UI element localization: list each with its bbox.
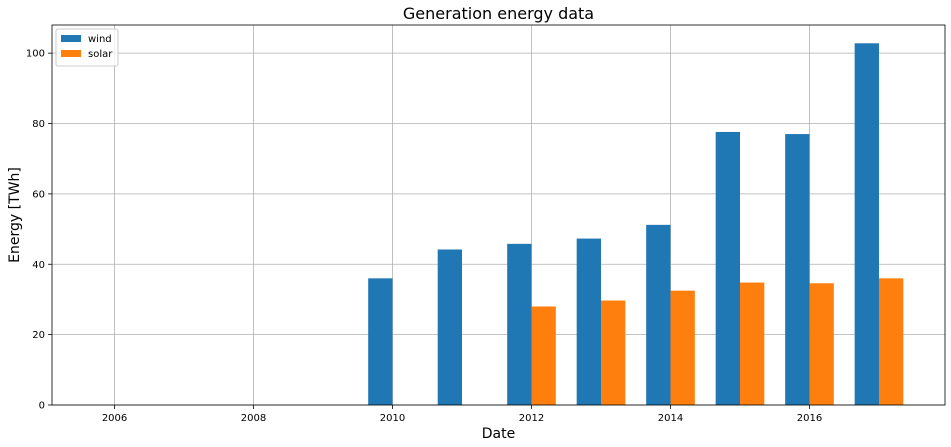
bar-solar-2012 xyxy=(531,306,556,405)
bar-wind-2013 xyxy=(576,238,602,405)
y-tick-label: 40 xyxy=(32,260,45,271)
bar-wind-2011 xyxy=(437,249,463,405)
x-tick-label: 2012 xyxy=(519,413,544,424)
bar-wind-2012 xyxy=(507,243,532,405)
y-tick-label: 0 xyxy=(39,401,45,412)
legend-label-solar: solar xyxy=(88,49,113,60)
legend: wind solar xyxy=(55,28,119,67)
x-tick-label: 2008 xyxy=(241,413,266,424)
y-tick-label: 60 xyxy=(32,189,45,200)
bar-solar-2014 xyxy=(670,290,695,405)
legend-swatch-wind xyxy=(61,35,81,42)
bar-solar-2015 xyxy=(739,282,765,405)
y-tick-label: 80 xyxy=(32,119,45,130)
bar-wind-2017 xyxy=(854,43,879,405)
x-tick-label: 2006 xyxy=(102,413,127,424)
x-tick-label: 2014 xyxy=(658,413,683,424)
x-tick-label: 2010 xyxy=(380,413,405,424)
legend-label-wind: wind xyxy=(88,34,112,45)
x-axis-title: Date xyxy=(482,426,515,442)
plot-frame xyxy=(51,24,946,406)
legend-swatch-solar xyxy=(61,50,81,57)
bar-wind-2015 xyxy=(715,131,740,406)
y-tick-label: 100 xyxy=(26,49,45,60)
ticks: 2006 2008 2010 2012 2014 2016 0 20 40 60 80 100 xyxy=(26,49,822,424)
bar-wind-2010 xyxy=(368,278,393,405)
x-tick-label: 2016 xyxy=(797,413,822,424)
bar-solar-2017 xyxy=(878,278,904,405)
bar-solar-2013 xyxy=(601,300,626,405)
bar-wind-2014 xyxy=(646,224,671,405)
bar-solar-2016 xyxy=(809,283,834,405)
y-axis-title: Energy [TWh] xyxy=(7,167,23,263)
bars xyxy=(368,43,904,406)
chart-title: Generation energy data xyxy=(403,4,594,23)
bar-wind-2016 xyxy=(785,134,810,405)
y-tick-label: 20 xyxy=(32,330,45,341)
